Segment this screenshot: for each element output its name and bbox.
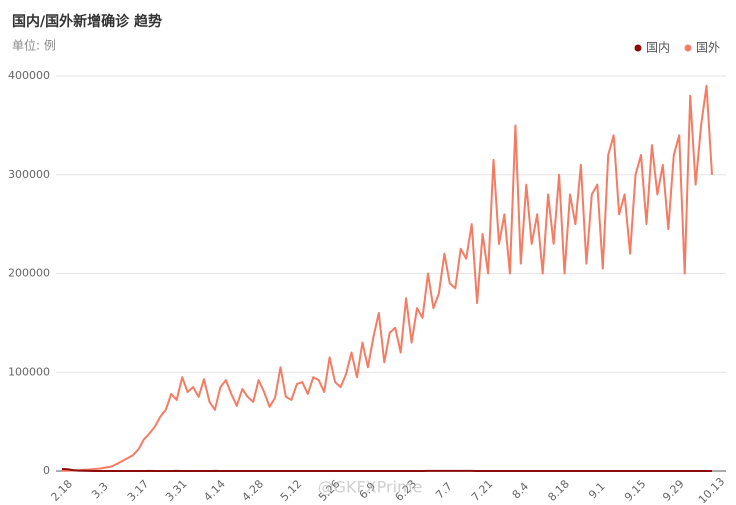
x-tick-label: 4.14 bbox=[201, 477, 228, 504]
x-tick-label: 5.12 bbox=[278, 477, 305, 504]
legend: 国外 国内 bbox=[634, 41, 720, 55]
y-tick-label: 100000 bbox=[8, 365, 50, 378]
y-tick-label: 400000 bbox=[8, 69, 50, 82]
x-tick-label: 9.29 bbox=[660, 477, 687, 504]
x-tick-label: 10.13 bbox=[696, 475, 727, 505]
x-tick-label: 3.3 bbox=[89, 480, 111, 502]
chart-subtitle: 单位: 例 bbox=[12, 38, 56, 53]
chart-title: 国内/国外新增确诊 趋势 bbox=[12, 13, 162, 30]
y-tick-label: 300000 bbox=[8, 168, 50, 181]
series-line bbox=[61, 468, 712, 472]
x-tick-label: 9.15 bbox=[622, 477, 649, 504]
series-line bbox=[61, 84, 713, 472]
x-tick-label: 3.17 bbox=[125, 477, 152, 504]
watermark: @GKFXPrime bbox=[318, 478, 423, 497]
legend-marker bbox=[684, 44, 692, 52]
x-tick-label: 8.18 bbox=[545, 477, 572, 504]
legend-label: 国外 bbox=[696, 41, 720, 55]
y-tick-label: 0 bbox=[43, 464, 50, 477]
x-tick-label: 4.28 bbox=[240, 477, 267, 504]
x-tick-label: 3.31 bbox=[163, 477, 190, 504]
x-tick-label: 8.4 bbox=[510, 480, 532, 502]
y-tick-label: 200000 bbox=[8, 267, 50, 280]
x-tick-label: 9.1 bbox=[586, 480, 608, 502]
legend-marker bbox=[634, 44, 642, 52]
x-tick-label: 7.7 bbox=[433, 480, 455, 502]
x-tick-label: 2.18 bbox=[48, 477, 75, 504]
legend-label: 国内 bbox=[646, 41, 670, 55]
x-tick-label: 7.21 bbox=[469, 477, 496, 504]
